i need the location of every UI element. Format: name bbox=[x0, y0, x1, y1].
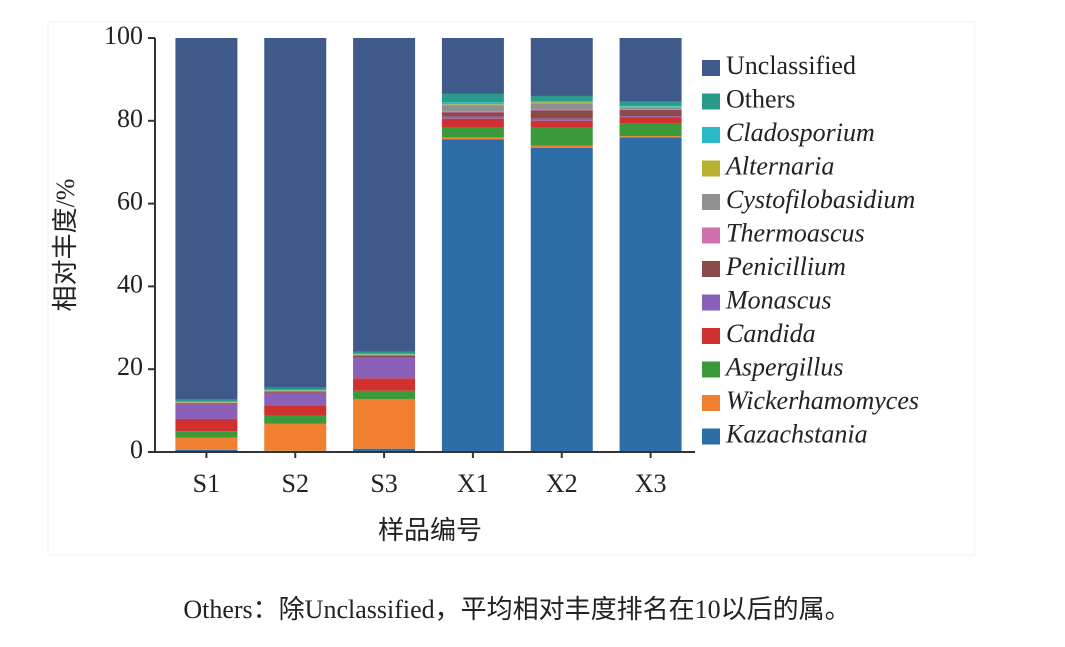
bar-segment bbox=[175, 437, 238, 450]
legend-swatch bbox=[702, 127, 720, 143]
bar-segment bbox=[264, 392, 327, 406]
bar-segment bbox=[175, 404, 238, 419]
bar-segment bbox=[441, 104, 504, 106]
bar-segment bbox=[441, 111, 504, 113]
x-tick-label: S3 bbox=[370, 469, 397, 498]
bar-segment bbox=[530, 127, 593, 146]
bar-segment bbox=[619, 107, 682, 110]
bar-segment bbox=[619, 106, 682, 108]
bar-segment bbox=[441, 38, 504, 94]
bar-segment bbox=[353, 38, 416, 352]
bar-segment bbox=[175, 449, 238, 452]
legend-label: Penicillium bbox=[725, 252, 846, 281]
bar-segment bbox=[175, 38, 238, 400]
bar-segment bbox=[353, 351, 416, 354]
bar-segment bbox=[441, 102, 504, 105]
bar-segment bbox=[264, 387, 327, 390]
legend-label: Aspergillus bbox=[724, 352, 843, 381]
x-tick-label: S1 bbox=[193, 469, 220, 498]
bar-segment bbox=[175, 399, 238, 402]
bar-segment bbox=[530, 95, 593, 101]
bar-segment bbox=[441, 93, 504, 103]
legend-swatch bbox=[702, 194, 720, 210]
bar-segment bbox=[441, 118, 504, 128]
bar-segment bbox=[530, 147, 593, 452]
bar-segment bbox=[441, 112, 504, 117]
bar-segment bbox=[353, 355, 416, 358]
x-axis-label: 样品编号 bbox=[378, 516, 482, 545]
bar-segment bbox=[353, 390, 416, 400]
y-tick-label: 40 bbox=[117, 269, 143, 298]
legend-swatch bbox=[702, 328, 720, 344]
bar-segment bbox=[619, 38, 682, 102]
bar-segment bbox=[441, 137, 504, 140]
legend-label: Others bbox=[726, 84, 795, 113]
bar-segment bbox=[619, 110, 682, 117]
bar-segment bbox=[353, 378, 416, 391]
bar-segment bbox=[530, 103, 593, 110]
bar-segment bbox=[264, 405, 327, 416]
y-tick-label: 80 bbox=[117, 104, 143, 133]
legend-label: Kazachstania bbox=[725, 419, 868, 448]
y-tick-label: 100 bbox=[104, 21, 143, 50]
y-tick-label: 20 bbox=[117, 352, 143, 381]
bar-segment bbox=[175, 418, 238, 432]
x-tick-label: S2 bbox=[282, 469, 309, 498]
legend-swatch bbox=[702, 294, 720, 311]
y-tick-label: 0 bbox=[130, 435, 143, 464]
x-tick-label: X3 bbox=[635, 469, 667, 498]
legend-label: Wickerhamomyces bbox=[726, 386, 919, 415]
bar-segment bbox=[619, 116, 682, 118]
legend-label: Alternaria bbox=[724, 151, 834, 180]
legend-label: Cladosporium bbox=[726, 118, 875, 147]
bar-segment bbox=[353, 399, 416, 449]
legend-swatch bbox=[702, 395, 720, 411]
bar-segment bbox=[353, 448, 416, 452]
bar-segment bbox=[264, 391, 327, 393]
bar-segment bbox=[353, 357, 416, 379]
bar-segment bbox=[619, 123, 682, 137]
bar-segment bbox=[441, 139, 504, 452]
legend-swatch bbox=[702, 261, 720, 277]
bar-segment bbox=[619, 117, 682, 124]
legend-swatch bbox=[702, 227, 720, 244]
bar-segment bbox=[619, 105, 682, 107]
bar-segment bbox=[441, 127, 504, 138]
legend-label: Thermoascus bbox=[726, 218, 865, 247]
bar-segment bbox=[619, 137, 682, 453]
x-tick-label: X2 bbox=[546, 469, 578, 498]
bar-segment bbox=[619, 101, 682, 106]
bar-segment bbox=[530, 102, 593, 104]
legend-swatch bbox=[702, 93, 720, 110]
bar-segment bbox=[175, 403, 238, 405]
bar-segment bbox=[264, 38, 327, 388]
bar-segment bbox=[175, 431, 238, 438]
legend-label: Candida bbox=[726, 319, 816, 348]
bar-segment bbox=[530, 120, 593, 128]
footnote: Others：除Unclassified，平均相对丰度排名在10以后的属。 bbox=[183, 595, 850, 624]
bar-segment bbox=[530, 38, 593, 96]
legend-label: Cystofilobasidium bbox=[726, 185, 915, 214]
y-axis-label: 相对丰度/% bbox=[51, 179, 80, 312]
bar-segment bbox=[264, 415, 327, 424]
legend-swatch bbox=[702, 428, 720, 445]
legend-swatch bbox=[702, 60, 720, 76]
bar-segment bbox=[441, 116, 504, 119]
legend-label: Monascus bbox=[725, 285, 831, 314]
bar-segment bbox=[619, 136, 682, 138]
y-tick-label: 60 bbox=[117, 187, 143, 216]
bar-segment bbox=[264, 423, 327, 451]
bar-segment bbox=[530, 118, 593, 121]
bar-segment bbox=[530, 110, 593, 119]
x-tick-label: X1 bbox=[457, 469, 489, 498]
bar-segment bbox=[441, 105, 504, 112]
legend-swatch bbox=[702, 160, 720, 177]
legend-label: Unclassified bbox=[726, 51, 856, 80]
bar-segment bbox=[530, 145, 593, 148]
bar-segment bbox=[530, 109, 593, 111]
bar-segment bbox=[530, 100, 593, 103]
legend-swatch bbox=[702, 361, 720, 378]
